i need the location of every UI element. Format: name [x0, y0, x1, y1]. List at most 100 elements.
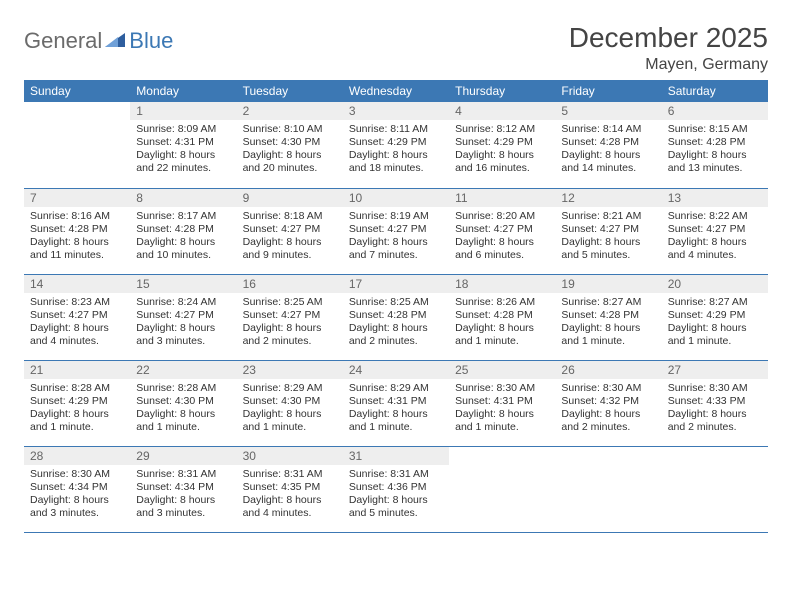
- weekday-header: Monday: [130, 80, 236, 102]
- day-number: 6: [662, 102, 768, 120]
- daylight-text: Daylight: 8 hours and 4 minutes.: [30, 322, 124, 348]
- day-body: Sunrise: 8:19 AMSunset: 4:27 PMDaylight:…: [343, 207, 449, 267]
- sunrise-text: Sunrise: 8:21 AM: [561, 210, 655, 223]
- sunset-text: Sunset: 4:27 PM: [349, 223, 443, 236]
- day-body: Sunrise: 8:15 AMSunset: 4:28 PMDaylight:…: [662, 120, 768, 180]
- calendar-day-cell: 8Sunrise: 8:17 AMSunset: 4:28 PMDaylight…: [130, 188, 236, 274]
- day-body: Sunrise: 8:16 AMSunset: 4:28 PMDaylight:…: [24, 207, 130, 267]
- day-body: Sunrise: 8:20 AMSunset: 4:27 PMDaylight:…: [449, 207, 555, 267]
- sunrise-text: Sunrise: 8:18 AM: [243, 210, 337, 223]
- daylight-text: Daylight: 8 hours and 18 minutes.: [349, 149, 443, 175]
- day-body: Sunrise: 8:29 AMSunset: 4:31 PMDaylight:…: [343, 379, 449, 439]
- day-body: Sunrise: 8:21 AMSunset: 4:27 PMDaylight:…: [555, 207, 661, 267]
- weekday-header: Sunday: [24, 80, 130, 102]
- day-body: Sunrise: 8:30 AMSunset: 4:31 PMDaylight:…: [449, 379, 555, 439]
- sunset-text: Sunset: 4:36 PM: [349, 481, 443, 494]
- daylight-text: Daylight: 8 hours and 14 minutes.: [561, 149, 655, 175]
- day-number: 15: [130, 275, 236, 293]
- day-number: 9: [237, 189, 343, 207]
- sunset-text: Sunset: 4:29 PM: [349, 136, 443, 149]
- daylight-text: Daylight: 8 hours and 2 minutes.: [349, 322, 443, 348]
- day-body: Sunrise: 8:31 AMSunset: 4:34 PMDaylight:…: [130, 465, 236, 525]
- daylight-text: Daylight: 8 hours and 4 minutes.: [668, 236, 762, 262]
- sunset-text: Sunset: 4:29 PM: [30, 395, 124, 408]
- day-number: 10: [343, 189, 449, 207]
- day-body: Sunrise: 8:14 AMSunset: 4:28 PMDaylight:…: [555, 120, 661, 180]
- calendar-day-cell: 11Sunrise: 8:20 AMSunset: 4:27 PMDayligh…: [449, 188, 555, 274]
- sunrise-text: Sunrise: 8:28 AM: [30, 382, 124, 395]
- calendar-day-cell: 18Sunrise: 8:26 AMSunset: 4:28 PMDayligh…: [449, 274, 555, 360]
- daylight-text: Daylight: 8 hours and 4 minutes.: [243, 494, 337, 520]
- day-number: 3: [343, 102, 449, 120]
- day-body: Sunrise: 8:29 AMSunset: 4:30 PMDaylight:…: [237, 379, 343, 439]
- sunrise-text: Sunrise: 8:27 AM: [561, 296, 655, 309]
- sunset-text: Sunset: 4:34 PM: [30, 481, 124, 494]
- day-number: 12: [555, 189, 661, 207]
- calendar-week-row: 28Sunrise: 8:30 AMSunset: 4:34 PMDayligh…: [24, 446, 768, 532]
- calendar-day-cell: [555, 446, 661, 532]
- sunset-text: Sunset: 4:27 PM: [136, 309, 230, 322]
- daylight-text: Daylight: 8 hours and 1 minute.: [349, 408, 443, 434]
- sunrise-text: Sunrise: 8:11 AM: [349, 123, 443, 136]
- sunset-text: Sunset: 4:28 PM: [561, 309, 655, 322]
- sunset-text: Sunset: 4:28 PM: [349, 309, 443, 322]
- calendar-day-cell: 12Sunrise: 8:21 AMSunset: 4:27 PMDayligh…: [555, 188, 661, 274]
- daylight-text: Daylight: 8 hours and 7 minutes.: [349, 236, 443, 262]
- day-body: Sunrise: 8:25 AMSunset: 4:28 PMDaylight:…: [343, 293, 449, 353]
- weekday-header: Thursday: [449, 80, 555, 102]
- day-number: 7: [24, 189, 130, 207]
- calendar-day-cell: 28Sunrise: 8:30 AMSunset: 4:34 PMDayligh…: [24, 446, 130, 532]
- calendar-day-cell: [24, 102, 130, 188]
- sunrise-text: Sunrise: 8:25 AM: [243, 296, 337, 309]
- daylight-text: Daylight: 8 hours and 1 minute.: [455, 322, 549, 348]
- calendar-day-cell: 17Sunrise: 8:25 AMSunset: 4:28 PMDayligh…: [343, 274, 449, 360]
- calendar-day-cell: 10Sunrise: 8:19 AMSunset: 4:27 PMDayligh…: [343, 188, 449, 274]
- daylight-text: Daylight: 8 hours and 22 minutes.: [136, 149, 230, 175]
- sunset-text: Sunset: 4:32 PM: [561, 395, 655, 408]
- sunrise-text: Sunrise: 8:24 AM: [136, 296, 230, 309]
- sunrise-text: Sunrise: 8:23 AM: [30, 296, 124, 309]
- day-body: Sunrise: 8:30 AMSunset: 4:32 PMDaylight:…: [555, 379, 661, 439]
- sunset-text: Sunset: 4:27 PM: [455, 223, 549, 236]
- day-number: 30: [237, 447, 343, 465]
- day-body: Sunrise: 8:26 AMSunset: 4:28 PMDaylight:…: [449, 293, 555, 353]
- calendar-week-row: 7Sunrise: 8:16 AMSunset: 4:28 PMDaylight…: [24, 188, 768, 274]
- weekday-header: Tuesday: [237, 80, 343, 102]
- calendar-day-cell: 14Sunrise: 8:23 AMSunset: 4:27 PMDayligh…: [24, 274, 130, 360]
- day-body: Sunrise: 8:30 AMSunset: 4:33 PMDaylight:…: [662, 379, 768, 439]
- calendar-table: Sunday Monday Tuesday Wednesday Thursday…: [24, 80, 768, 533]
- day-number: 26: [555, 361, 661, 379]
- daylight-text: Daylight: 8 hours and 13 minutes.: [668, 149, 762, 175]
- day-number: 29: [130, 447, 236, 465]
- calendar-day-cell: [449, 446, 555, 532]
- logo: General Blue: [24, 28, 173, 54]
- day-body: Sunrise: 8:27 AMSunset: 4:29 PMDaylight:…: [662, 293, 768, 353]
- day-number: 5: [555, 102, 661, 120]
- day-body: Sunrise: 8:12 AMSunset: 4:29 PMDaylight:…: [449, 120, 555, 180]
- day-number: 27: [662, 361, 768, 379]
- sunrise-text: Sunrise: 8:26 AM: [455, 296, 549, 309]
- day-body: Sunrise: 8:31 AMSunset: 4:35 PMDaylight:…: [237, 465, 343, 525]
- sunset-text: Sunset: 4:28 PM: [30, 223, 124, 236]
- sunset-text: Sunset: 4:31 PM: [136, 136, 230, 149]
- sunrise-text: Sunrise: 8:31 AM: [243, 468, 337, 481]
- sunset-text: Sunset: 4:28 PM: [455, 309, 549, 322]
- calendar-day-cell: 22Sunrise: 8:28 AMSunset: 4:30 PMDayligh…: [130, 360, 236, 446]
- calendar-day-cell: 21Sunrise: 8:28 AMSunset: 4:29 PMDayligh…: [24, 360, 130, 446]
- sunrise-text: Sunrise: 8:10 AM: [243, 123, 337, 136]
- daylight-text: Daylight: 8 hours and 1 minute.: [455, 408, 549, 434]
- daylight-text: Daylight: 8 hours and 1 minute.: [30, 408, 124, 434]
- day-number: 16: [237, 275, 343, 293]
- calendar-day-cell: 30Sunrise: 8:31 AMSunset: 4:35 PMDayligh…: [237, 446, 343, 532]
- calendar-day-cell: 23Sunrise: 8:29 AMSunset: 4:30 PMDayligh…: [237, 360, 343, 446]
- sunset-text: Sunset: 4:30 PM: [243, 395, 337, 408]
- sunset-text: Sunset: 4:31 PM: [349, 395, 443, 408]
- sunrise-text: Sunrise: 8:28 AM: [136, 382, 230, 395]
- daylight-text: Daylight: 8 hours and 16 minutes.: [455, 149, 549, 175]
- sunset-text: Sunset: 4:29 PM: [668, 309, 762, 322]
- sunrise-text: Sunrise: 8:31 AM: [349, 468, 443, 481]
- sunrise-text: Sunrise: 8:27 AM: [668, 296, 762, 309]
- calendar-day-cell: 24Sunrise: 8:29 AMSunset: 4:31 PMDayligh…: [343, 360, 449, 446]
- day-body: Sunrise: 8:30 AMSunset: 4:34 PMDaylight:…: [24, 465, 130, 525]
- daylight-text: Daylight: 8 hours and 3 minutes.: [136, 322, 230, 348]
